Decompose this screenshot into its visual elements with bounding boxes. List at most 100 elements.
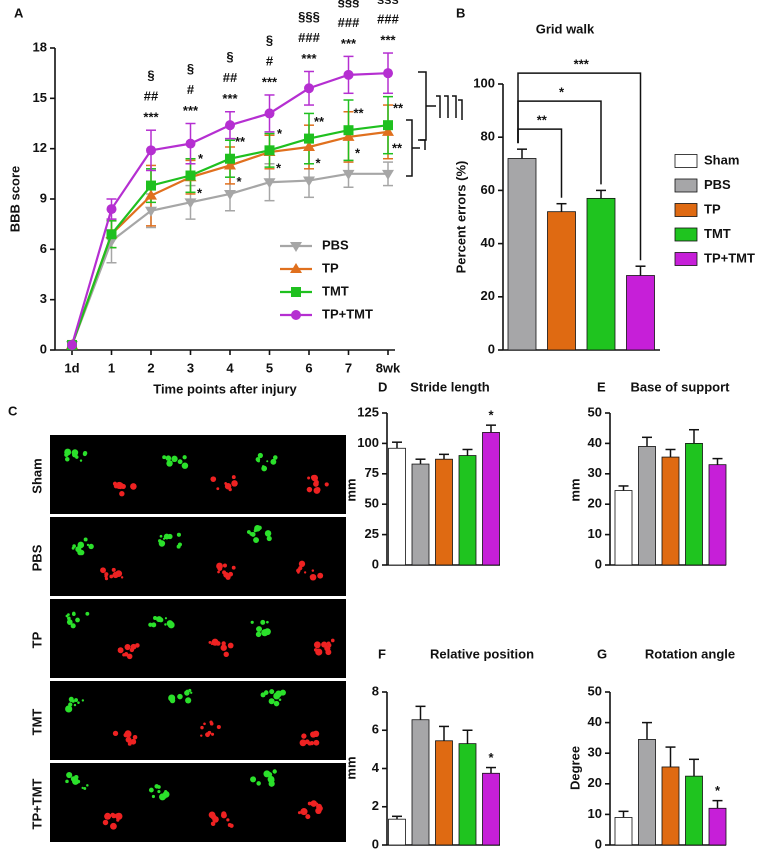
panel-letter: A — [14, 5, 24, 20]
paw-dot — [177, 693, 183, 700]
paw-dot — [130, 738, 137, 745]
paw-dot — [112, 571, 119, 579]
paw-dot — [82, 451, 87, 457]
paw-dot — [310, 800, 318, 807]
marker — [383, 68, 393, 79]
y-tick-label: 30 — [588, 745, 602, 760]
paw-dot — [226, 818, 230, 822]
significance-label: § — [226, 49, 233, 64]
paw-dot — [86, 543, 90, 547]
paw-dot — [66, 619, 73, 625]
y-tick-label: 20 — [588, 775, 602, 790]
bar — [685, 775, 703, 846]
y-tick-label: 0 — [595, 836, 602, 851]
significance-label: ## — [144, 89, 159, 104]
marker — [145, 189, 157, 200]
marker — [146, 145, 156, 156]
marker — [264, 145, 275, 156]
paw-dot — [176, 532, 181, 537]
paw-dot — [71, 612, 76, 616]
paw-dot — [76, 779, 81, 784]
paw-dot — [119, 491, 125, 497]
paw-dot — [81, 786, 84, 789]
paw-dot — [217, 570, 220, 574]
significance-label: *** — [301, 51, 317, 66]
paw-dot — [75, 617, 80, 623]
paw-dot — [120, 576, 124, 579]
bar — [482, 772, 500, 846]
legend-label: TP — [704, 201, 721, 216]
paw-dot — [257, 452, 263, 459]
y-axis-label: mm — [343, 756, 358, 779]
paw-dot — [310, 731, 317, 738]
y-tick-label: 12 — [33, 140, 47, 155]
significance-label: ** — [393, 101, 404, 116]
paw-dot — [88, 543, 94, 550]
y-tick-label: 0 — [488, 341, 495, 356]
bar — [661, 456, 680, 566]
significance-label: §§§ — [377, 0, 399, 5]
paw-dot — [297, 571, 300, 574]
paw-dot — [270, 458, 277, 465]
bar — [388, 818, 406, 846]
bar — [626, 275, 655, 351]
paw-dot — [266, 460, 269, 463]
significance-label: § — [147, 68, 154, 83]
bar — [547, 211, 576, 351]
paw-dot — [177, 459, 183, 465]
paw-dot — [313, 487, 321, 494]
y-tick-label: 10 — [588, 526, 602, 541]
paw-dot — [272, 779, 275, 782]
y-tick-label: 8 — [372, 683, 379, 698]
panel-letter: E — [597, 379, 606, 394]
significance-label: * — [715, 783, 721, 798]
paw-dot — [231, 565, 236, 570]
bar — [435, 458, 453, 566]
legend-label: PBS — [322, 237, 349, 252]
paw-dot — [65, 705, 73, 713]
bar — [638, 739, 656, 846]
x-tick-label: 6 — [305, 360, 312, 375]
significance-label: * — [488, 750, 494, 765]
paw-dot — [132, 734, 138, 740]
significance-label: * — [355, 145, 361, 160]
paw-dot — [164, 623, 167, 626]
paw-dot — [261, 465, 268, 472]
panel-letter: F — [378, 646, 386, 661]
paw-dot — [200, 734, 203, 737]
significance-label: *** — [380, 32, 396, 47]
significance-label: ## — [223, 70, 238, 85]
y-axis-label: mm — [567, 478, 582, 501]
paw-dot — [167, 533, 173, 540]
y-tick-label: 18 — [33, 39, 47, 54]
paw-dot — [120, 483, 126, 489]
marker — [106, 204, 117, 215]
paw-dot — [220, 812, 227, 819]
paw-dot — [122, 653, 126, 657]
paw-dot — [272, 769, 277, 774]
legend-label: TMT — [704, 226, 731, 241]
paw-dot — [171, 457, 176, 461]
paw-dot — [118, 647, 122, 652]
paw-dot — [104, 574, 108, 578]
bar — [435, 740, 453, 846]
significance-label: # — [266, 53, 274, 68]
paw-dot — [115, 812, 123, 820]
paw-dot — [250, 776, 257, 783]
paw-dot — [81, 699, 85, 702]
paw-dot — [224, 482, 232, 490]
paw-dot — [268, 698, 275, 705]
legend-swatch — [674, 227, 698, 242]
paw-dot — [130, 483, 137, 490]
panel-letter: D — [378, 379, 387, 394]
paw-dot — [227, 822, 232, 827]
y-tick-label: 0 — [372, 836, 379, 851]
paw-dot — [256, 626, 263, 633]
y-tick-label: 40 — [481, 235, 495, 250]
y-tick-label: 40 — [588, 714, 602, 729]
paw-dot — [102, 819, 109, 826]
significance-label: # — [187, 82, 195, 97]
paw-dot — [72, 451, 78, 458]
marker — [67, 339, 77, 350]
